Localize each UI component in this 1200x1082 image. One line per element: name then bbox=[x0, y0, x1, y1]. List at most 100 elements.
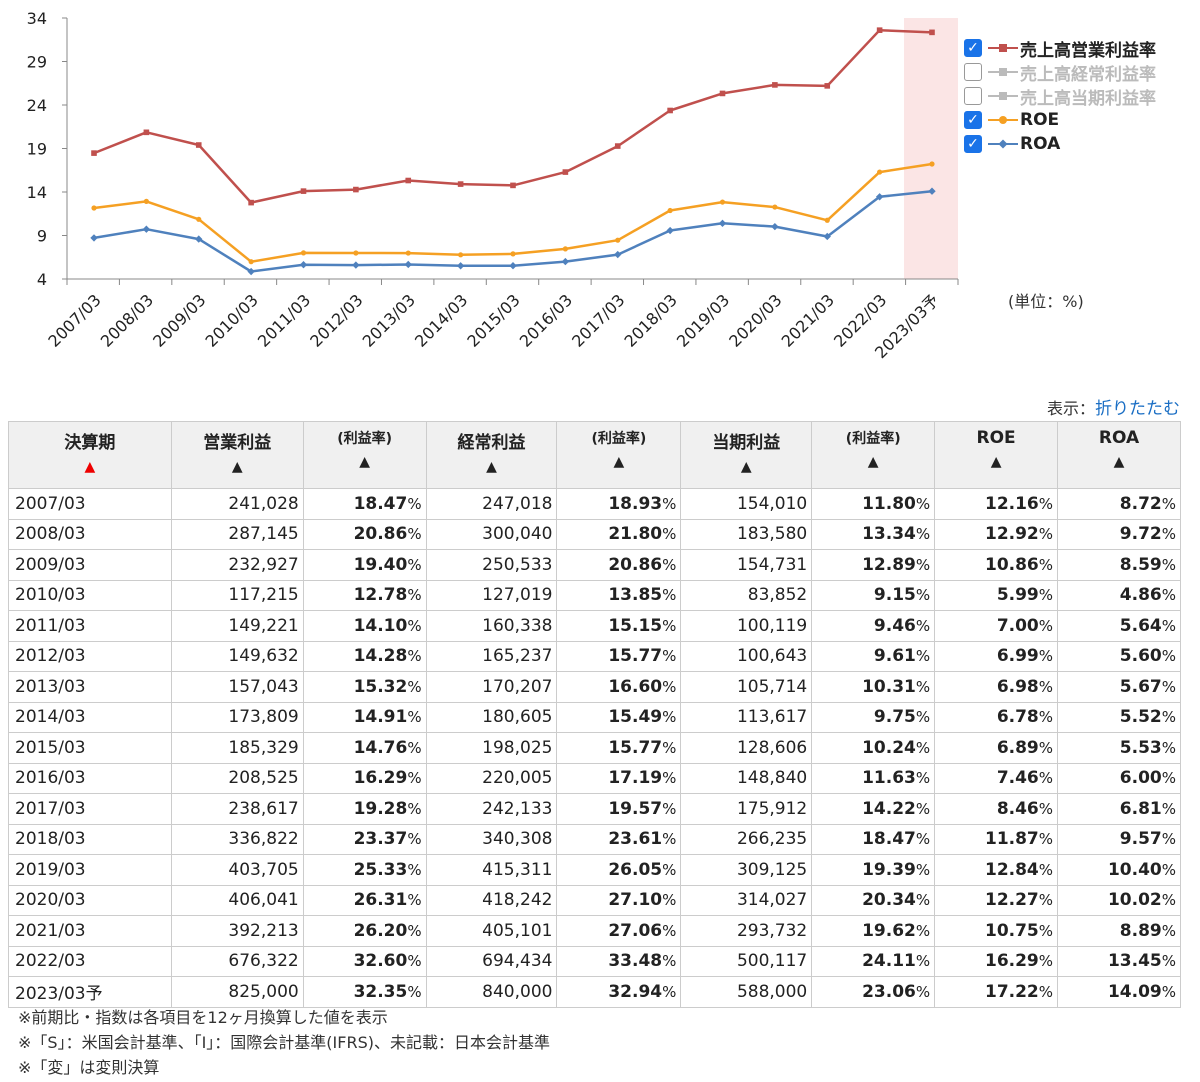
cell-rate: 20.34% bbox=[811, 884, 936, 916]
data-point bbox=[405, 177, 412, 184]
cell-amount: 117,215 bbox=[170, 579, 304, 611]
sort-icon: ▲ bbox=[613, 454, 625, 470]
cell-period: 2020/03 bbox=[8, 884, 172, 916]
x-tick-label: 2016/03 bbox=[516, 290, 576, 350]
table-row: 2010/03 117,215 12.78% 127,019 13.85% 83,852 9… bbox=[8, 579, 1181, 611]
cell-rate: 9.61% bbox=[811, 640, 936, 672]
legend-item[interactable]: ✓ 売上高営業利益率 bbox=[964, 36, 1184, 61]
cell-rate: 8.59% bbox=[1057, 549, 1181, 581]
col-ord-rate[interactable]: (利益率) ▲ bbox=[556, 421, 682, 489]
checkbox-checked-icon[interactable]: ✓ bbox=[964, 111, 982, 129]
cell-rate: 5.99% bbox=[934, 579, 1059, 611]
y-tick-label: 19 bbox=[27, 140, 47, 159]
cell-amount: 160,338 bbox=[425, 610, 558, 642]
table-row: 2011/03 149,221 14.10% 160,338 15.15% 100,119… bbox=[8, 610, 1181, 642]
checkbox-checked-icon[interactable]: ✓ bbox=[964, 135, 982, 153]
table-row: 2013/03 157,043 15.32% 170,207 16.60% 105,714… bbox=[8, 671, 1181, 703]
sort-icon: ▲ bbox=[990, 454, 1002, 470]
x-tick-label: 2014/03 bbox=[411, 290, 471, 350]
x-tick-label: 2010/03 bbox=[202, 290, 262, 350]
cell-rate: 20.86% bbox=[556, 549, 682, 581]
data-point bbox=[142, 225, 151, 233]
cell-rate: 20.86% bbox=[302, 518, 427, 550]
cell-rate: 5.53% bbox=[1057, 732, 1181, 764]
cell-period: 2019/03 bbox=[8, 854, 172, 886]
data-point bbox=[824, 83, 831, 89]
data-point bbox=[196, 216, 202, 222]
col-op-profit[interactable]: 営業利益 ▲ bbox=[170, 421, 304, 489]
col-period[interactable]: 決算期 ▲ bbox=[8, 421, 172, 489]
legend-item[interactable]: 売上高経常利益率 bbox=[964, 60, 1184, 85]
col-net-rate[interactable]: (利益率) ▲ bbox=[811, 421, 936, 489]
col-net-profit[interactable]: 当期利益 ▲ bbox=[680, 421, 813, 489]
cell-rate: 26.05% bbox=[556, 854, 682, 886]
data-point bbox=[876, 27, 883, 33]
cell-rate: 15.15% bbox=[556, 610, 682, 642]
cell-amount: 83,852 bbox=[680, 579, 813, 611]
col-roa[interactable]: ROA ▲ bbox=[1057, 421, 1181, 489]
cell-amount: 154,010 bbox=[680, 488, 813, 520]
cell-amount: 293,732 bbox=[680, 915, 813, 947]
checkbox-checked-icon[interactable]: ✓ bbox=[964, 39, 982, 57]
cell-rate: 12.16% bbox=[934, 488, 1059, 520]
collapse-link[interactable]: 折りたたむ bbox=[1095, 399, 1180, 419]
data-point bbox=[90, 234, 98, 242]
checkbox-unchecked-icon[interactable] bbox=[964, 87, 982, 105]
data-point bbox=[771, 222, 779, 231]
cell-rate: 12.89% bbox=[811, 549, 936, 581]
cell-amount: 165,237 bbox=[425, 640, 558, 672]
cell-period: 2016/03 bbox=[8, 762, 172, 794]
cell-rate: 8.46% bbox=[934, 793, 1059, 825]
cell-rate: 14.22% bbox=[811, 793, 936, 825]
cell-rate: 32.60% bbox=[302, 945, 427, 977]
cell-amount: 170,207 bbox=[425, 671, 558, 703]
data-point bbox=[248, 259, 254, 265]
cell-rate: 11.63% bbox=[811, 762, 936, 794]
cell-amount: 198,025 bbox=[425, 732, 558, 764]
cell-period: 2018/03 bbox=[8, 823, 172, 855]
cell-rate: 18.47% bbox=[302, 488, 427, 520]
cell-period: 2013/03 bbox=[8, 671, 172, 703]
table-row: 2015/03 185,329 14.76% 198,025 15.77% 128,606… bbox=[8, 732, 1181, 764]
cell-amount: 157,043 bbox=[170, 671, 304, 703]
col-op-rate[interactable]: (利益率) ▲ bbox=[302, 421, 427, 489]
cell-rate: 12.84% bbox=[934, 854, 1059, 886]
cell-rate: 16.29% bbox=[302, 762, 427, 794]
cell-rate: 15.77% bbox=[556, 640, 682, 672]
cell-period: 2008/03 bbox=[8, 518, 172, 550]
footnote: ※「変」は変則決算 bbox=[18, 1058, 160, 1077]
cell-amount: 340,308 bbox=[425, 823, 558, 855]
table-header-row: 決算期 ▲ 営業利益 ▲ (利益率) ▲ 経常利益 ▲ (利益率) ▲ 当期利益 ▲ (利益… bbox=[8, 421, 1181, 489]
cell-period: 2009/03 bbox=[8, 549, 172, 581]
table-row: 2014/03 173,809 14.91% 180,605 15.49% 113,617… bbox=[8, 701, 1181, 733]
legend-line-marker-icon bbox=[988, 114, 1018, 126]
cell-amount: 154,731 bbox=[680, 549, 813, 581]
cell-rate: 19.62% bbox=[811, 915, 936, 947]
data-point bbox=[91, 205, 97, 211]
legend-item[interactable]: ✓ ROE bbox=[964, 108, 1184, 132]
cell-amount: 392,213 bbox=[170, 915, 304, 947]
cell-period: 2015/03 bbox=[8, 732, 172, 764]
sort-icon: ▲ bbox=[1113, 454, 1125, 470]
unit-label: (単位：%) bbox=[1008, 292, 1084, 311]
cell-amount: 232,927 bbox=[170, 549, 304, 581]
data-point bbox=[143, 129, 150, 136]
col-roe[interactable]: ROE ▲ bbox=[934, 421, 1059, 489]
cell-amount: 242,133 bbox=[425, 793, 558, 825]
x-tick-label: 2021/03 bbox=[778, 290, 838, 350]
y-tick-label: 9 bbox=[37, 227, 47, 246]
data-point bbox=[510, 251, 516, 257]
table-row: 2019/03 403,705 25.33% 415,311 26.05% 309,125… bbox=[8, 854, 1181, 886]
checkbox-unchecked-icon[interactable] bbox=[964, 63, 982, 81]
col-ord-profit[interactable]: 経常利益 ▲ bbox=[425, 421, 558, 489]
legend-item[interactable]: 売上高当期利益率 bbox=[964, 84, 1184, 109]
cell-rate: 6.98% bbox=[934, 671, 1059, 703]
cell-amount: 105,714 bbox=[680, 671, 813, 703]
cell-period: 2011/03 bbox=[8, 610, 172, 642]
x-tick-label: 2009/03 bbox=[149, 290, 209, 350]
display-toggle-bar: 表示：折りたたむ bbox=[1047, 394, 1180, 419]
legend-item[interactable]: ✓ ROA bbox=[964, 132, 1184, 156]
data-point bbox=[877, 169, 883, 175]
cell-amount: 676,322 bbox=[170, 945, 304, 977]
y-tick-label: 29 bbox=[27, 53, 47, 72]
